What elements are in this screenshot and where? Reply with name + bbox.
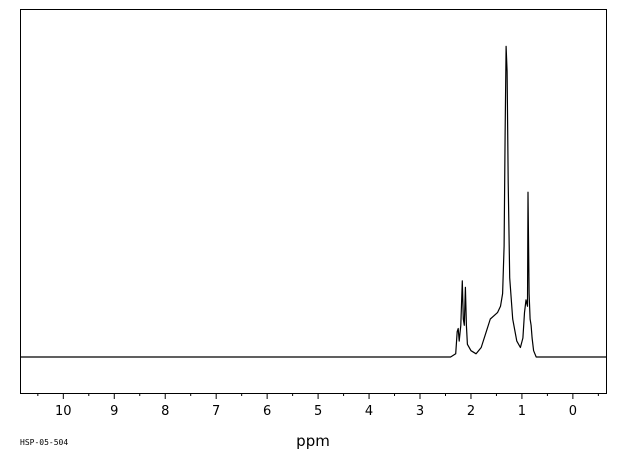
x-tick-label: 8: [161, 404, 169, 419]
footer-id-label: HSP-05-504: [20, 438, 68, 447]
x-tick-label: 9: [110, 404, 118, 419]
x-axis-label: ppm: [296, 432, 330, 450]
x-tick-label: 10: [55, 404, 72, 419]
spectrum-line: [20, 45, 606, 358]
x-tick-label: 3: [416, 404, 424, 419]
x-tick-label: 1: [518, 404, 526, 419]
plot-frame: [20, 9, 607, 394]
x-tick-label: 7: [212, 404, 220, 419]
x-tick-label: 2: [467, 404, 475, 419]
x-axis: 10 9 8 7 6 5 4 3 2 1 0: [37, 393, 599, 419]
x-tick-label: 0: [569, 404, 577, 419]
x-tick-label: 6: [263, 404, 271, 419]
x-tick-label: 5: [314, 404, 322, 419]
x-tick-label: 4: [365, 404, 373, 419]
